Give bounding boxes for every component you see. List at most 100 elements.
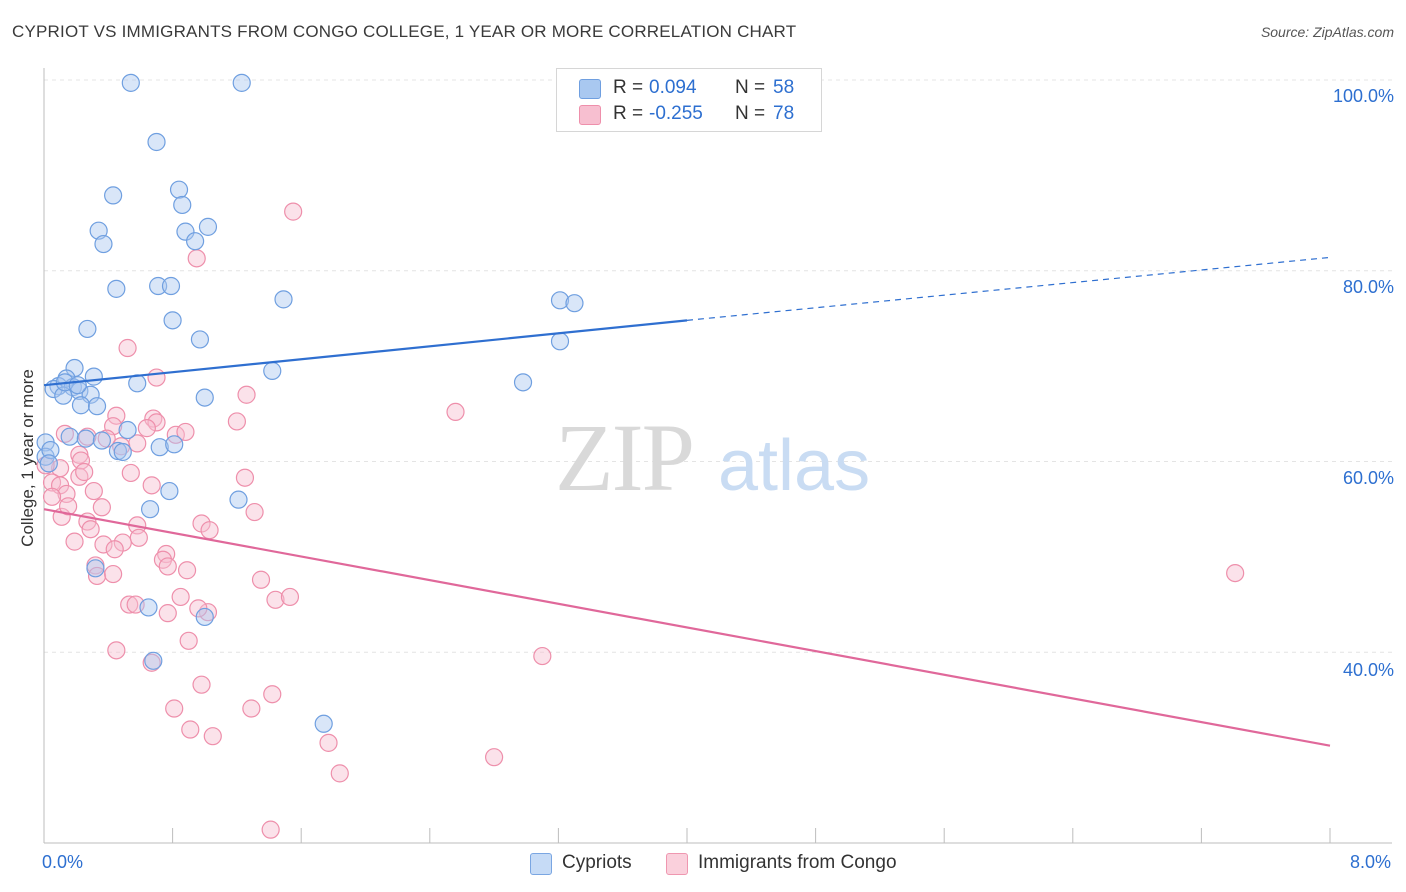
cypriot-point — [84, 367, 103, 386]
cypriot-point — [147, 132, 166, 152]
congo-point — [120, 595, 139, 614]
cypriot-point — [140, 500, 160, 519]
cypriot-point — [550, 291, 570, 310]
y-tick-label-100: 100.0% — [1332, 86, 1394, 106]
cypriot-point — [198, 217, 218, 236]
congo-point — [107, 406, 126, 425]
cypriot-point — [232, 73, 251, 92]
y-tick-label-40: 40.0% — [1342, 660, 1394, 680]
congo-point — [81, 520, 100, 539]
watermark-zip: ZIP — [555, 404, 693, 511]
cypriot-point — [165, 435, 184, 454]
congo-point — [187, 249, 206, 268]
congo-point — [203, 727, 222, 746]
congo-point — [84, 481, 103, 501]
congo-point — [55, 424, 74, 443]
bottom-legend-label: Cypriots — [562, 852, 632, 873]
congo-point — [94, 535, 113, 554]
cypriot-point — [87, 397, 107, 416]
legend-r-label: R = — [613, 103, 644, 124]
congo-point — [147, 368, 166, 387]
cypriot-point — [274, 290, 293, 309]
congo-point — [137, 419, 156, 438]
congo-point — [237, 385, 256, 404]
y-tick-label-80: 80.0% — [1342, 277, 1394, 297]
cypriot-point — [513, 373, 533, 392]
congo-point — [71, 451, 91, 470]
cypriot-point — [190, 330, 210, 349]
cypriot-point — [195, 388, 214, 407]
bottom-legend-swatch-cypriots — [530, 853, 552, 875]
congo-point — [284, 202, 303, 221]
cypriot-point — [94, 234, 113, 254]
cypriot-point — [314, 714, 333, 733]
cypriot-point — [71, 396, 91, 415]
congo-point — [158, 557, 177, 576]
congo-point — [179, 631, 198, 650]
cypriot-point — [229, 490, 248, 509]
trend-lines — [43, 256, 1331, 747]
cypriot-point — [92, 431, 111, 450]
congo-point — [104, 564, 123, 584]
congo-point — [171, 587, 190, 607]
cypriot-point — [263, 361, 282, 380]
cypriot-point — [565, 294, 584, 313]
congo-point — [245, 502, 264, 522]
congo-point — [242, 699, 261, 718]
congo-point — [319, 733, 338, 752]
x-tick-label-min: 0.0% — [42, 852, 84, 872]
congo-point — [118, 338, 137, 358]
cypriot-point — [139, 598, 158, 617]
chart-title: CYPRIOT VS IMMIGRANTS FROM CONGO COLLEGE… — [12, 22, 797, 41]
bottom-legend-label: Immigrants from Congo — [698, 852, 897, 873]
congo-point — [87, 566, 107, 586]
cypriot-point — [54, 386, 73, 405]
congo-point — [121, 463, 140, 483]
congo-point — [485, 748, 504, 767]
watermark-atlas: atlas — [718, 426, 870, 506]
congo-point — [251, 570, 271, 589]
legend-r-value: -0.255 — [649, 103, 703, 124]
legend-swatch-congo — [579, 105, 601, 125]
cypriot-point — [160, 481, 179, 501]
series-cypriots-points — [36, 73, 584, 733]
cypriot-point — [176, 222, 195, 241]
cypriot-point — [121, 73, 140, 92]
congo-point — [1226, 563, 1245, 583]
legend-n-value: 78 — [773, 103, 795, 124]
x-tick-label-max: 8.0% — [1350, 852, 1392, 872]
cypriot-point — [76, 429, 95, 448]
congo-point — [42, 487, 62, 506]
congo-point — [65, 532, 84, 551]
cypriot-point — [186, 232, 205, 251]
series-congo-points — [36, 202, 1245, 839]
congo-point — [59, 497, 78, 516]
congo-point — [129, 528, 148, 547]
watermark: ZIP atlas — [555, 404, 870, 511]
cypriot-point — [86, 559, 105, 578]
cypriot-point — [41, 440, 60, 460]
cypriot-point — [68, 376, 87, 395]
trend-line-cypriots — [43, 319, 688, 387]
congo-point — [280, 587, 300, 607]
cypriot-point — [107, 279, 126, 298]
congo-point — [227, 412, 246, 431]
legend-swatch-cypriots — [579, 79, 601, 99]
y-tick-label-60: 60.0% — [1342, 468, 1394, 488]
cypriot-point — [78, 319, 97, 339]
cypriot-point — [550, 332, 570, 351]
trend-line-congo — [43, 508, 1331, 747]
congo-point — [261, 820, 280, 839]
legend-r-label: R = — [613, 77, 644, 98]
congo-point — [158, 604, 177, 623]
congo-point — [266, 590, 285, 609]
congo-point — [192, 675, 211, 694]
cypriot-point — [195, 607, 214, 627]
congo-point — [105, 540, 124, 559]
cypriot-point — [169, 180, 189, 199]
legend-r-value: 0.094 — [649, 77, 697, 98]
congo-point — [75, 462, 94, 482]
cypriot-point — [173, 195, 192, 215]
cypriot-point — [60, 427, 79, 446]
